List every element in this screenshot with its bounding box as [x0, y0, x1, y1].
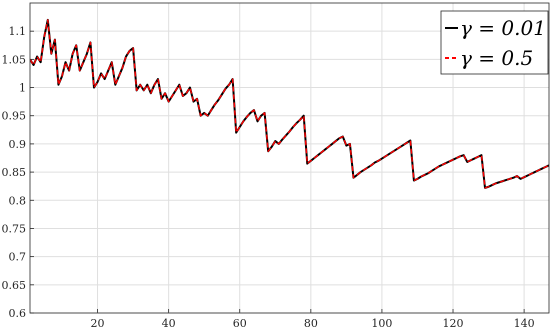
y-tick-label: 1: [19, 82, 26, 95]
y-tick-label: 0.85: [2, 166, 27, 179]
y-tick-labels: 0.6 0.65 0.7 0.75 0.8 0.85 0.9 0.95 1 1.05 1.1: [2, 25, 27, 320]
y-tick-label: 0.95: [2, 110, 27, 123]
y-tick-label: 1.05: [2, 53, 27, 66]
y-tick-label: 0.65: [2, 279, 27, 292]
series-line-1: [30, 19, 549, 189]
x-tick-labels: 20 40 60 80 100 120 140: [91, 317, 535, 330]
legend-box: [440, 10, 549, 75]
x-tick-label: 40: [162, 317, 176, 330]
x-tick-label: 20: [91, 317, 105, 330]
x-tick-label: 100: [371, 317, 392, 330]
series-lines: [30, 18, 549, 189]
plot-frame: [29, 2, 550, 314]
legend-label-series-1: γ = 0.5: [460, 46, 533, 70]
y-tick-label: 0.7: [9, 251, 27, 264]
legend: γ = 0.01 γ = 0.5: [440, 10, 549, 75]
legend-label-series-0: γ = 0.01: [460, 16, 546, 40]
y-tick-label: 0.9: [9, 138, 27, 151]
y-tick-label: 0.75: [2, 222, 27, 235]
x-tick-label: 120: [443, 317, 464, 330]
y-tick-label: 0.6: [9, 307, 27, 320]
y-tick-label: 0.8: [9, 194, 27, 207]
y-tick-label: 1.1: [9, 25, 27, 38]
x-tick-label: 60: [233, 317, 247, 330]
x-tick-label: 80: [304, 317, 318, 330]
x-tick-label: 140: [514, 317, 535, 330]
